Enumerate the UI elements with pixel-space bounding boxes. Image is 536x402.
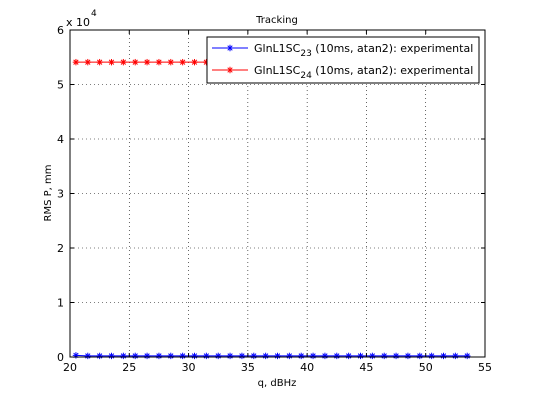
data-point bbox=[84, 58, 91, 66]
x-tick-label: 50 bbox=[419, 361, 433, 374]
legend-entry-series-2: GlnL1SC24 (10ms, atan2): experimental bbox=[212, 64, 473, 81]
data-point bbox=[108, 58, 115, 66]
data-point bbox=[226, 352, 234, 360]
data-point bbox=[298, 352, 305, 360]
y-exponent-label: x 10 bbox=[66, 16, 90, 29]
data-point bbox=[321, 352, 329, 360]
data-point bbox=[357, 352, 364, 360]
plot-area bbox=[70, 30, 485, 357]
x-tick-label: 30 bbox=[182, 361, 196, 374]
data-point bbox=[440, 352, 447, 360]
x-tick-label: 55 bbox=[478, 361, 492, 374]
data-point bbox=[155, 58, 163, 66]
legend-marker-series-1 bbox=[226, 44, 234, 52]
data-point bbox=[309, 352, 317, 360]
series-1 bbox=[72, 352, 471, 360]
x-axis-label: q, dBHz bbox=[258, 378, 297, 389]
data-point bbox=[84, 352, 91, 360]
data-point bbox=[167, 352, 174, 360]
legend-marker-glyph bbox=[226, 44, 234, 52]
data-point bbox=[167, 58, 174, 66]
data-point bbox=[452, 352, 459, 360]
data-point bbox=[132, 352, 139, 360]
legend-label-main-1: GlnL1SC bbox=[254, 42, 301, 55]
y-tick-label: 0 bbox=[57, 351, 64, 364]
series-line-1 bbox=[75, 354, 468, 357]
data-point bbox=[286, 352, 293, 360]
data-point bbox=[416, 352, 423, 360]
data-point bbox=[381, 352, 388, 360]
data-point bbox=[215, 352, 222, 360]
y-tick-label: 2 bbox=[57, 242, 64, 255]
legend-label-sub-2: 24 bbox=[300, 71, 312, 81]
data-point bbox=[392, 352, 400, 360]
y-tick-label: 3 bbox=[57, 188, 64, 201]
legend-label-series-1: GlnL1SC23 (10ms, atan2): experimental bbox=[254, 42, 473, 59]
legend-label-sub-1: 23 bbox=[300, 49, 311, 59]
x-tick-label: 40 bbox=[300, 361, 314, 374]
data-point bbox=[369, 352, 376, 360]
data-point bbox=[191, 352, 198, 360]
data-point bbox=[179, 352, 186, 360]
data-point bbox=[262, 352, 269, 360]
grid bbox=[70, 30, 485, 357]
data-point bbox=[143, 58, 151, 66]
data-point bbox=[333, 352, 340, 360]
data-point bbox=[238, 352, 246, 360]
data-point bbox=[464, 352, 471, 360]
data-point bbox=[345, 352, 352, 360]
legend-marker-series-2 bbox=[226, 66, 234, 74]
data-point bbox=[428, 352, 435, 360]
y-tick-label: 4 bbox=[57, 133, 64, 146]
y-tick-label: 6 bbox=[57, 24, 64, 37]
data-point bbox=[250, 352, 257, 360]
legend: GlnL1SC23 (10ms, atan2): experimental Gl… bbox=[206, 36, 480, 84]
y-axis-label: RMS P, mm bbox=[43, 165, 54, 222]
y-exponent-power: 4 bbox=[91, 9, 97, 19]
data-point bbox=[120, 352, 127, 360]
data-point bbox=[274, 352, 281, 360]
data-point bbox=[72, 352, 80, 359]
legend-label-series-2: GlnL1SC24 (10ms, atan2): experimental bbox=[254, 64, 473, 81]
data-point bbox=[191, 58, 198, 66]
legend-label-rest-1: (10ms, atan2): experimental bbox=[312, 42, 473, 55]
x-tick-label: 45 bbox=[359, 361, 373, 374]
data-point bbox=[96, 352, 103, 360]
data-point bbox=[155, 352, 163, 360]
data-point bbox=[404, 352, 412, 360]
x-tick-label: 25 bbox=[122, 361, 136, 374]
data-point bbox=[108, 352, 115, 360]
legend-label-rest-2: (10ms, atan2): experimental bbox=[312, 64, 473, 77]
data-point bbox=[179, 58, 186, 66]
data-point bbox=[132, 58, 139, 66]
data-point bbox=[120, 58, 127, 66]
x-tick-label: 35 bbox=[241, 361, 255, 374]
data-point bbox=[96, 58, 103, 66]
x-tick-label: 20 bbox=[63, 361, 77, 374]
y-tick-label: 1 bbox=[57, 297, 64, 310]
legend-marker-glyph bbox=[226, 66, 234, 74]
data-point bbox=[143, 352, 151, 360]
legend-entry-series-1: GlnL1SC23 (10ms, atan2): experimental bbox=[212, 42, 473, 59]
data-point bbox=[72, 58, 80, 66]
legend-box bbox=[206, 36, 480, 84]
chart-title: Tracking bbox=[255, 15, 298, 26]
y-tick-label: 5 bbox=[57, 79, 64, 92]
legend-label-main-2: GlnL1SC bbox=[254, 64, 301, 77]
data-point bbox=[203, 352, 210, 360]
